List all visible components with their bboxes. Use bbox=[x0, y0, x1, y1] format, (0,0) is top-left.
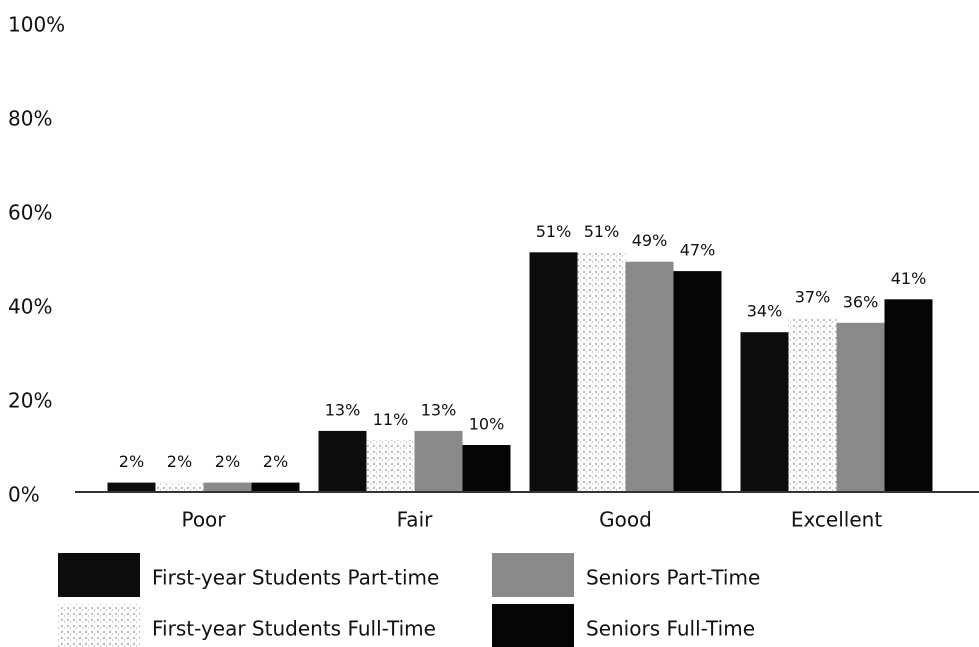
bar bbox=[740, 332, 789, 492]
y-tick-label: 40% bbox=[8, 295, 52, 319]
bar bbox=[577, 252, 626, 492]
value-label: 10% bbox=[469, 415, 505, 434]
value-label: 2% bbox=[119, 452, 144, 471]
value-label: 34% bbox=[747, 302, 783, 321]
bar bbox=[107, 482, 156, 492]
y-tick-label: 80% bbox=[8, 107, 52, 131]
bar bbox=[673, 271, 722, 492]
legend-swatch bbox=[492, 553, 574, 597]
legend-swatch bbox=[58, 553, 140, 597]
value-label: 2% bbox=[263, 452, 288, 471]
bar bbox=[203, 482, 252, 492]
x-tick-label: Excellent bbox=[791, 508, 883, 532]
value-label: 51% bbox=[584, 222, 620, 241]
bar bbox=[462, 445, 511, 492]
bar bbox=[414, 430, 463, 492]
bar bbox=[836, 322, 885, 492]
value-label: 13% bbox=[421, 400, 457, 419]
bar bbox=[625, 261, 674, 492]
bar bbox=[884, 299, 933, 492]
bar bbox=[366, 440, 415, 492]
bar bbox=[788, 318, 837, 492]
y-tick-label: 100% bbox=[8, 13, 65, 37]
bar bbox=[318, 430, 367, 492]
x-tick-label: Good bbox=[599, 508, 652, 532]
x-tick-label: Poor bbox=[181, 508, 226, 532]
y-tick-label: 60% bbox=[8, 201, 52, 225]
legend-swatch bbox=[58, 604, 140, 647]
value-label: 41% bbox=[891, 269, 927, 288]
bar bbox=[155, 482, 204, 492]
bar bbox=[529, 252, 578, 492]
legend-label: Seniors Part-Time bbox=[586, 566, 760, 590]
value-label: 37% bbox=[795, 288, 831, 307]
value-label: 51% bbox=[536, 222, 572, 241]
bar bbox=[251, 482, 300, 492]
legend-label: First-year Students Part-time bbox=[152, 566, 439, 590]
value-label: 2% bbox=[167, 452, 192, 471]
value-label: 2% bbox=[215, 452, 240, 471]
value-label: 11% bbox=[373, 410, 409, 429]
value-label: 47% bbox=[680, 241, 716, 260]
y-tick-label: 20% bbox=[8, 389, 52, 413]
value-label: 36% bbox=[843, 292, 879, 311]
legend-label: First-year Students Full-Time bbox=[152, 617, 436, 641]
x-tick-label: Fair bbox=[397, 508, 433, 532]
value-label: 49% bbox=[632, 231, 668, 250]
legend-label: Seniors Full-Time bbox=[586, 617, 755, 641]
value-label: 13% bbox=[325, 400, 361, 419]
legend-swatch bbox=[492, 604, 574, 647]
y-tick-label: 0% bbox=[8, 483, 40, 507]
